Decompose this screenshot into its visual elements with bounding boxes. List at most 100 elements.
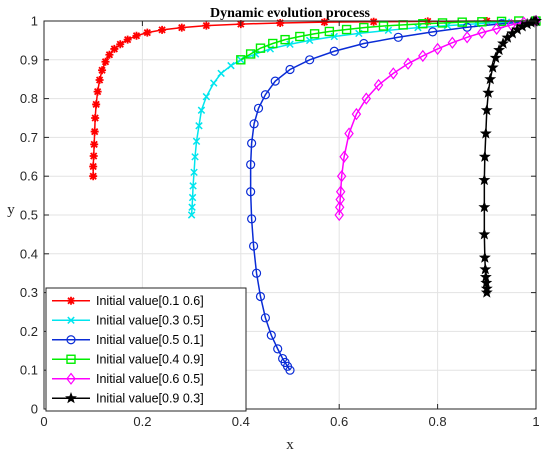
square-marker <box>236 55 246 65</box>
diamond-marker <box>335 193 345 206</box>
diamond-marker <box>447 36 458 49</box>
x-marker <box>227 61 235 70</box>
star-marker <box>480 286 493 298</box>
asterisk-marker <box>98 66 107 75</box>
diamond-marker <box>491 22 502 35</box>
star-marker <box>478 228 491 240</box>
diamond-marker <box>418 49 428 63</box>
circle-marker <box>247 138 257 148</box>
star-marker <box>479 270 492 283</box>
legend-label: Initial value[0.4 0.9] <box>96 353 204 367</box>
x-marker <box>192 137 201 146</box>
square-marker <box>324 26 335 37</box>
square-marker <box>359 22 369 33</box>
square-marker <box>255 43 266 53</box>
y-tick-label: 0.2 <box>20 324 38 339</box>
star-marker <box>489 51 502 63</box>
series-1 <box>89 17 540 181</box>
star-marker <box>497 37 509 49</box>
square-marker <box>245 49 256 59</box>
diamond-marker <box>388 67 399 80</box>
diamond-marker <box>351 107 362 121</box>
x-marker <box>195 122 203 130</box>
asterisk-marker <box>89 152 98 161</box>
series-5 <box>334 14 541 222</box>
series-line <box>190 20 537 216</box>
star-marker <box>482 86 495 98</box>
star-marker <box>478 150 491 162</box>
circle-marker <box>66 335 76 345</box>
series-3 <box>246 16 541 375</box>
y-tick-label: 0.9 <box>20 52 38 67</box>
asterisk-marker <box>123 35 132 44</box>
y-tick-label: 0.4 <box>20 246 38 261</box>
asterisk-marker <box>93 87 102 96</box>
x-tick-label: 0.4 <box>232 414 250 429</box>
x-tick-label: 1 <box>532 414 539 429</box>
x-tick-label: 0.2 <box>133 414 151 429</box>
legend-entry: Initial value[0.6 0.5] <box>52 372 204 386</box>
x-marker <box>286 40 294 49</box>
square-marker <box>418 19 428 29</box>
x-marker <box>502 18 511 26</box>
circle-marker <box>285 64 295 75</box>
diamond-marker <box>334 201 345 214</box>
diamond-marker <box>361 92 372 105</box>
square-marker <box>66 354 76 364</box>
diamond-marker <box>344 127 354 140</box>
y-tick-label: 0.7 <box>20 130 38 145</box>
star-marker <box>478 251 491 263</box>
x-marker <box>210 79 218 87</box>
circle-marker <box>273 344 283 354</box>
diamond-marker <box>339 150 349 163</box>
x-marker <box>217 69 225 78</box>
x-marker <box>189 182 197 190</box>
square-marker <box>378 21 389 31</box>
series-2 <box>187 17 540 219</box>
star-marker <box>484 72 497 85</box>
x-marker <box>188 203 196 211</box>
x-marker <box>67 316 75 324</box>
legend-label: Initial value[0.3 0.5] <box>96 314 204 328</box>
series-line <box>249 20 537 371</box>
x-marker <box>190 168 198 177</box>
circle-marker <box>266 330 276 340</box>
legend-entry: Initial value[0.3 0.5] <box>52 314 204 328</box>
x-marker <box>188 193 197 202</box>
circle-marker <box>305 55 315 65</box>
asterisk-marker <box>101 57 110 66</box>
y-tick-label: 0.1 <box>20 363 38 378</box>
diamond-marker <box>373 78 384 92</box>
y-tick-label: 0.3 <box>20 285 38 300</box>
circle-marker <box>359 38 369 49</box>
asterisk-marker <box>110 44 119 53</box>
asterisk-marker <box>143 28 152 37</box>
diamond-marker <box>334 208 344 222</box>
x-marker <box>414 23 422 32</box>
asterisk-marker <box>92 100 101 109</box>
legend-label: Initial value[0.6 0.5] <box>96 372 204 386</box>
star-marker <box>479 127 492 139</box>
asterisk-marker <box>90 140 99 149</box>
diamond-marker <box>403 57 413 70</box>
asterisk-marker <box>95 75 104 84</box>
x-axis-label: x <box>286 437 294 453</box>
x-marker <box>187 211 196 219</box>
circle-marker <box>249 119 259 129</box>
asterisk-marker <box>116 40 125 49</box>
series-line <box>240 20 536 61</box>
square-marker <box>457 17 467 27</box>
legend-entry: Initial value[0.5 0.1] <box>52 333 204 347</box>
legend-entry: Initial value[0.1 0.6] <box>52 294 204 308</box>
asterisk-marker <box>320 18 329 27</box>
asterisk-marker <box>67 296 75 305</box>
asterisk-marker <box>89 172 98 181</box>
y-tick-label: 0.8 <box>20 91 38 106</box>
square-marker <box>477 17 487 27</box>
x-marker <box>191 153 199 161</box>
circle-marker <box>246 159 256 170</box>
legend-label: Initial value[0.9 0.3] <box>96 392 204 406</box>
asterisk-marker <box>91 114 100 122</box>
legend-label: Initial value[0.5 0.1] <box>96 333 204 347</box>
